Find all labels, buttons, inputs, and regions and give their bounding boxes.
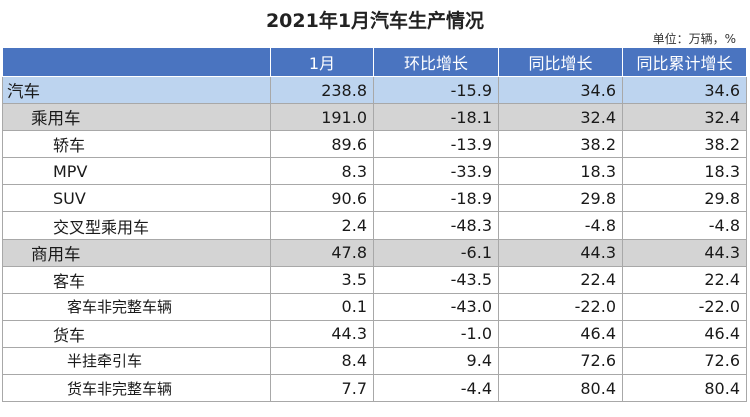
table-row: 货车 44.3 -1.0 46.4 46.4 (2, 319, 747, 348)
header-category (2, 47, 271, 77)
table-row: 乘用车 191.0 -18.1 32.4 32.4 (2, 103, 747, 132)
header-january: 1月 (270, 47, 374, 77)
value-yoy-cumulative-growth: 72.6 (622, 346, 747, 376)
value-yoy-growth: 29.8 (498, 184, 623, 213)
row-label: 货车非完整车辆 (2, 374, 271, 403)
value-mom-growth: -4.4 (373, 374, 499, 403)
value-january: 191.0 (270, 103, 374, 132)
value-mom-growth: -1.0 (373, 319, 499, 348)
value-january: 44.3 (270, 319, 374, 348)
value-yoy-growth: 32.4 (498, 103, 623, 132)
page-title: 2021年1月汽车生产情况 (265, 10, 485, 32)
value-mom-growth: -33.9 (373, 157, 499, 186)
value-january: 238.8 (270, 75, 374, 105)
value-january: 90.6 (270, 184, 374, 213)
row-label: 货车 (2, 319, 271, 348)
table-row: 货车非完整车辆 7.7 -4.4 80.4 80.4 (2, 374, 747, 403)
header-yoy-growth: 同比增长 (498, 47, 623, 77)
value-yoy-cumulative-growth: 18.3 (622, 157, 747, 186)
value-yoy-growth: 22.4 (498, 265, 623, 294)
table-row: 交叉型乘用车 2.4 -48.3 -4.8 -4.8 (2, 211, 747, 240)
table-body: 汽车 238.8 -15.9 34.6 34.6 乘用车 191.0 -18.1 32.4 32.… (2, 75, 747, 403)
value-yoy-cumulative-growth: -22.0 (622, 292, 747, 321)
value-january: 2.4 (270, 211, 374, 240)
row-label: 轿车 (2, 130, 271, 159)
header-row: 1月 环比增长 同比增长 同比累计增长 (2, 47, 747, 77)
value-mom-growth: -48.3 (373, 211, 499, 240)
value-yoy-growth: 44.3 (498, 238, 623, 267)
header-mom-growth: 环比增长 (373, 47, 499, 77)
value-yoy-cumulative-growth: 22.4 (622, 265, 747, 294)
value-mom-growth: 9.4 (373, 346, 499, 376)
value-january: 89.6 (270, 130, 374, 159)
value-yoy-cumulative-growth: 34.6 (622, 75, 747, 105)
row-label: 半挂牵引车 (2, 346, 271, 376)
value-yoy-growth: -22.0 (498, 292, 623, 321)
table-row: SUV 90.6 -18.9 29.8 29.8 (2, 184, 747, 213)
row-label: MPV (2, 157, 271, 186)
value-yoy-growth: 46.4 (498, 319, 623, 348)
row-label: 乘用车 (2, 103, 271, 132)
value-mom-growth: -13.9 (373, 130, 499, 159)
value-mom-growth: -43.0 (373, 292, 499, 321)
value-yoy-cumulative-growth: -4.8 (622, 211, 747, 240)
value-mom-growth: -18.1 (373, 103, 499, 132)
row-label: 汽车 (2, 75, 271, 105)
value-mom-growth: -6.1 (373, 238, 499, 267)
value-yoy-growth: -4.8 (498, 211, 623, 240)
table-row: 汽车 238.8 -15.9 34.6 34.6 (2, 75, 747, 105)
value-january: 3.5 (270, 265, 374, 294)
value-mom-growth: -18.9 (373, 184, 499, 213)
value-yoy-growth: 72.6 (498, 346, 623, 376)
value-yoy-cumulative-growth: 44.3 (622, 238, 747, 267)
table-row: 半挂牵引车 8.4 9.4 72.6 72.6 (2, 346, 747, 376)
header-yoy-cumulative-growth: 同比累计增长 (622, 47, 747, 77)
row-label: 客车非完整车辆 (2, 292, 271, 321)
value-january: 7.7 (270, 374, 374, 403)
value-yoy-cumulative-growth: 38.2 (622, 130, 747, 159)
value-january: 8.3 (270, 157, 374, 186)
value-yoy-cumulative-growth: 32.4 (622, 103, 747, 132)
value-yoy-growth: 80.4 (498, 374, 623, 403)
table-row: 客车非完整车辆 0.1 -43.0 -22.0 -22.0 (2, 292, 747, 321)
value-yoy-growth: 34.6 (498, 75, 623, 105)
value-yoy-cumulative-growth: 46.4 (622, 319, 747, 348)
value-january: 0.1 (270, 292, 374, 321)
value-mom-growth: -15.9 (373, 75, 499, 105)
value-yoy-growth: 18.3 (498, 157, 623, 186)
table-row: 轿车 89.6 -13.9 38.2 38.2 (2, 130, 747, 159)
row-label: 商用车 (2, 238, 271, 267)
table-row: 商用车 47.8 -6.1 44.3 44.3 (2, 238, 747, 267)
table-row: 客车 3.5 -43.5 22.4 22.4 (2, 265, 747, 294)
value-january: 47.8 (270, 238, 374, 267)
value-yoy-cumulative-growth: 29.8 (622, 184, 747, 213)
row-label: 交叉型乘用车 (2, 211, 271, 240)
value-mom-growth: -43.5 (373, 265, 499, 294)
value-yoy-growth: 38.2 (498, 130, 623, 159)
value-january: 8.4 (270, 346, 374, 376)
table-row: MPV 8.3 -33.9 18.3 18.3 (2, 157, 747, 186)
unit-note: 单位：万辆，% (652, 32, 736, 46)
row-label: 客车 (2, 265, 271, 294)
value-yoy-cumulative-growth: 80.4 (622, 374, 747, 403)
production-table: 1月 环比增长 同比增长 同比累计增长 汽车 238.8 -15.9 34.6 34.6… (2, 47, 747, 403)
row-label: SUV (2, 184, 271, 213)
